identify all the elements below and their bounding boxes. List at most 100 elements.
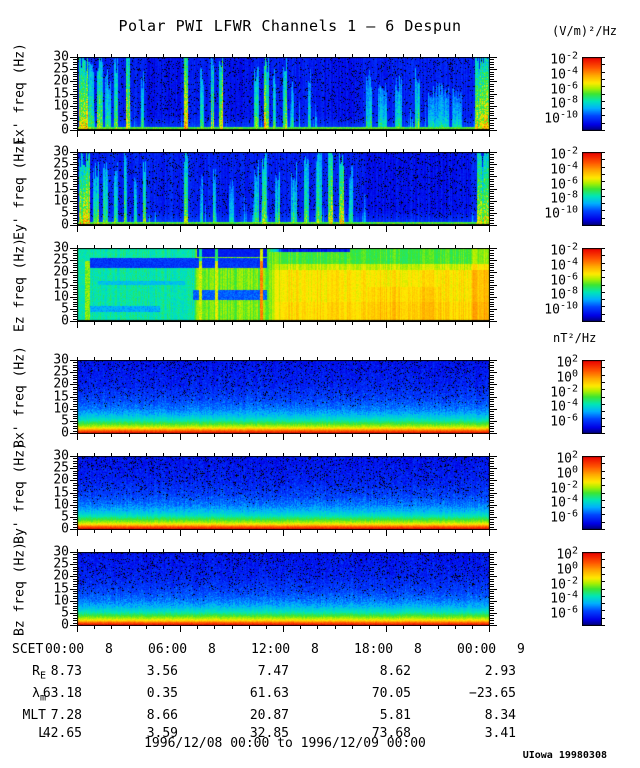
ephemeris-row-label-2: MLT <box>4 708 46 726</box>
y-tick-label-bx-30: 30 <box>53 352 69 368</box>
colorbar-label-exponent: 0 <box>571 464 578 476</box>
y-axis-label-bz: Bz freq (Hz) <box>12 542 28 636</box>
colorbar-label-bx-1: 100 <box>520 368 578 385</box>
colorbar-label-base: 10 <box>550 67 566 83</box>
colorbar-label-ez-1: 10-4 <box>520 256 578 273</box>
y-tick-label-ez-10: 10 <box>53 289 69 305</box>
time-tick-day-3: 8 <box>414 642 422 657</box>
colorbar-label-exponent: -4 <box>565 493 578 505</box>
ephemeris-value-1-1: 0.35 <box>146 686 178 701</box>
colorbar-label-exponent: -4 <box>565 65 578 77</box>
ephemeris-value-1-3: 70.05 <box>371 686 411 701</box>
colorbar-label-base: 10 <box>550 162 566 178</box>
y-tick-label-by-20: 20 <box>53 472 69 488</box>
credit-stamp: UIowa 19980308 <box>522 750 607 761</box>
colorbar-label-ey-2: 10-6 <box>520 175 578 192</box>
colorbar-label-base: 10 <box>556 562 572 578</box>
ephemeris-row-label-0: RE <box>4 664 46 682</box>
colorbar-label-exponent: -8 <box>565 285 578 297</box>
ephemeris-value-3-1: 3.59 <box>146 726 178 741</box>
colorbar-label-base: 10 <box>556 451 572 467</box>
y-tick-label-bx-15: 15 <box>53 389 69 404</box>
colorbar-label-base: 10 <box>550 273 566 289</box>
colorbar-label-bz-1: 100 <box>520 560 578 577</box>
y-tick-label-bz-25: 25 <box>53 556 69 572</box>
y-tick-label-by-30: 30 <box>53 448 69 464</box>
y-tick-label-bx-0: 0 <box>61 425 69 441</box>
colorbar-label-base: 10 <box>550 414 566 430</box>
time-tick-label-1: 06:00 <box>148 642 188 657</box>
colorbar-label-base: 10 <box>550 243 566 259</box>
colorbar-label-by-2: 10-2 <box>520 479 578 496</box>
colorbar-label-base: 10 <box>550 82 566 98</box>
y-tick-label-ey-0: 0 <box>61 217 69 233</box>
colorbar-label-base: 10 <box>550 177 566 193</box>
y-tick-label-ez-0: 0 <box>61 313 69 329</box>
colorbar-label-ey-3: 10-8 <box>520 190 578 207</box>
colorbar-label-base: 10 <box>550 481 566 497</box>
colorbar-label-bz-2: 10-2 <box>520 575 578 592</box>
y-axis-label-bx: Bx' freq (Hz) <box>12 346 28 448</box>
colorbar-label-exponent: -4 <box>565 160 578 172</box>
colorbar-label-by-3: 10-4 <box>520 494 578 511</box>
ephemeris-row-label-3: L <box>4 726 46 744</box>
colorbar-label-base: 10 <box>544 302 560 318</box>
colorbar-ex <box>582 57 602 131</box>
ephemeris-label-main: L <box>38 726 46 741</box>
y-tick-label-bz-30: 30 <box>53 544 69 560</box>
colorbar-label-base: 10 <box>550 52 566 68</box>
colorbar-label-base: 10 <box>550 496 566 512</box>
ephemeris-value-3-2: 32.85 <box>249 726 289 741</box>
date-range-label: 1996/12/08 00:00 to 1996/12/09 00:00 <box>144 736 426 751</box>
ephemeris-value-3-4: 3.41 <box>484 726 516 741</box>
colorbar-label-ey-0: 10-2 <box>520 145 578 162</box>
y-tick-label-ey-30: 30 <box>53 144 69 160</box>
spectrogram-bx <box>77 360 490 434</box>
colorbar-label-exponent: 2 <box>571 449 578 461</box>
colorbar-label-bx-4: 10-6 <box>520 413 578 430</box>
colorbar-label-exponent: 0 <box>571 368 578 380</box>
ephemeris-label-main: λ <box>32 686 40 701</box>
colorbar-label-exponent: -8 <box>565 189 578 201</box>
colorbar-label-base: 10 <box>550 577 566 593</box>
y-tick-label-ey-5: 5 <box>61 205 69 221</box>
ephemeris-value-2-0: 7.28 <box>50 708 82 723</box>
time-tick-day-1: 8 <box>208 642 216 657</box>
time-tick-label-0: 00:00 <box>45 642 85 657</box>
y-axis-label-ex: Ex' freq (Hz) <box>12 43 28 145</box>
ephemeris-value-0-3: 8.62 <box>379 664 411 679</box>
y-tick-label-ey-20: 20 <box>53 168 69 184</box>
colorbar-bx <box>582 360 602 434</box>
colorbar-label-exponent: -4 <box>565 589 578 601</box>
colorbar-label-ez-4: 10-10 <box>520 301 578 318</box>
colorbar-label-exponent: 2 <box>571 545 578 557</box>
y-axis-label-ey: Ey' freq (Hz) <box>12 138 28 240</box>
ephemeris-value-0-2: 7.47 <box>257 664 289 679</box>
colorbar-label-exponent: -4 <box>565 256 578 268</box>
colorbar-label-base: 10 <box>556 547 572 563</box>
colorbar-label-base: 10 <box>544 111 560 127</box>
y-tick-label-ex-5: 5 <box>61 110 69 126</box>
time-tick-day-0: 8 <box>105 642 113 657</box>
colorbar-label-exponent: -10 <box>559 109 578 121</box>
colorbar-label-base: 10 <box>550 510 566 526</box>
colorbar-label-ey-4: 10-10 <box>520 205 578 222</box>
colorbar-label-exponent: 2 <box>571 353 578 365</box>
ephemeris-label-main: R <box>32 664 40 679</box>
ephemeris-label-main: MLT <box>22 708 46 723</box>
colorbar-label-exponent: 0 <box>571 560 578 572</box>
colorbar-label-base: 10 <box>550 592 566 608</box>
time-axis-title: SCET <box>12 642 44 657</box>
time-tick-label-4: 00:00 <box>457 642 497 657</box>
y-tick-label-by-5: 5 <box>61 509 69 525</box>
ephemeris-value-2-4: 8.34 <box>484 708 516 723</box>
ephemeris-value-2-1: 8.66 <box>146 708 178 723</box>
colorbar-label-base: 10 <box>556 466 572 482</box>
ephemeris-value-0-1: 3.56 <box>146 664 178 679</box>
ephemeris-value-0-0: 8.73 <box>50 664 82 679</box>
colorbar-label-ex-4: 10-10 <box>520 110 578 127</box>
time-tick-label-3: 18:00 <box>354 642 394 657</box>
colorbar-label-ex-3: 10-8 <box>520 95 578 112</box>
colorbar-label-base: 10 <box>556 370 572 386</box>
ephemeris-value-1-2: 61.63 <box>249 686 289 701</box>
